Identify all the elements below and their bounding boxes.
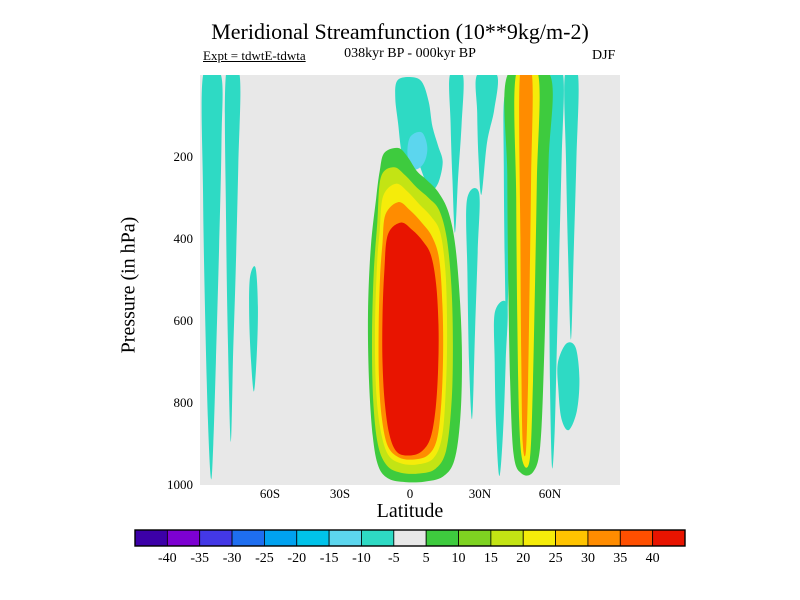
colorbar-segment-13 (555, 529, 589, 547)
colorbar-label: 20 (516, 551, 530, 566)
colorbar-label: -10 (352, 551, 371, 566)
colorbar-segment-0 (134, 529, 168, 547)
x-axis-label: Latitude (376, 500, 444, 522)
colorbar-label: -30 (223, 551, 242, 566)
colorbar-label: -5 (388, 551, 400, 566)
period-label: 038kyr BP - 000kyr BP (344, 46, 476, 61)
contour-cyan-band-85S (201, 75, 223, 480)
x-tick-label: 60N (539, 486, 562, 501)
colorbar-label: 5 (423, 551, 430, 566)
colorbar-segment-12 (522, 529, 556, 547)
season-label: DJF (592, 48, 616, 63)
colorbar-segment-14 (587, 529, 621, 547)
contour-cyan-strip-39N-lower (493, 300, 508, 477)
colorbar-segment-10 (458, 529, 492, 547)
contour-orange-column-50N (519, 75, 533, 457)
colorbar-label: -15 (320, 551, 339, 566)
contour-cyan-strip-27N (466, 187, 480, 420)
colorbar-label: 10 (452, 551, 466, 566)
contour-cyan-patch-33N-top (475, 75, 499, 195)
colorbar-segment-7 (361, 529, 395, 547)
colorbar-segment-1 (166, 529, 201, 547)
colorbar-segment-8 (393, 529, 427, 547)
y-tick-label: 800 (174, 395, 194, 410)
x-tick-label: 30N (469, 486, 492, 501)
chart-title: Meridional Streamfunction (10**9kg/m-2) (211, 19, 589, 44)
y-axis-label: Pressure (in hPa) (117, 216, 140, 354)
colorbar-label: -35 (190, 551, 209, 566)
colorbar-segment-11 (490, 529, 524, 547)
y-tick-label: 200 (174, 149, 194, 164)
colorbar-label: 35 (613, 551, 627, 566)
contour-cyan-band-76S (224, 75, 241, 442)
colorbar-label: -40 (158, 551, 177, 566)
colorbar-segment-4 (264, 529, 298, 547)
contour-blue-spot-tropics-upper (407, 131, 428, 170)
contour-hadley-cell-red-core (382, 222, 439, 456)
x-tick-label: 0 (407, 486, 414, 501)
colorbar-frame (134, 529, 686, 547)
colorbar-segment-15 (619, 529, 654, 547)
colorbar-label: 30 (581, 551, 595, 566)
colorbar-segment-16 (652, 529, 686, 547)
y-tick-label: 1000 (167, 477, 193, 492)
colorbar-label: -25 (255, 551, 274, 566)
x-tick-label: 60S (260, 486, 280, 501)
y-tick-label: 400 (174, 231, 194, 246)
colorbar-segment-5 (296, 529, 330, 547)
colorbar-label: 15 (484, 551, 498, 566)
experiment-label: Expt = tdwtE-tdwta (203, 48, 306, 63)
contour-cyan-blob-68N (557, 342, 580, 431)
colorbar-label: -20 (287, 551, 306, 566)
contour-cyan-sliver-67S (249, 266, 258, 392)
colorbar-label: 40 (646, 551, 660, 566)
colorbar-segment-3 (231, 529, 265, 547)
colorbar-segment-9 (425, 529, 459, 547)
contour-cyan-band-62N (547, 75, 564, 469)
contour-cyan-strip-20N-upper (449, 75, 464, 233)
contour-layers (201, 75, 580, 483)
y-tick-label: 600 (174, 313, 194, 328)
colorbar-segment-2 (199, 529, 233, 547)
colorbar-label: 25 (549, 551, 563, 566)
colorbar-segment-6 (328, 529, 362, 547)
x-tick-label: 30S (330, 486, 350, 501)
contour-cyan-strip-69N-upper (564, 75, 579, 340)
